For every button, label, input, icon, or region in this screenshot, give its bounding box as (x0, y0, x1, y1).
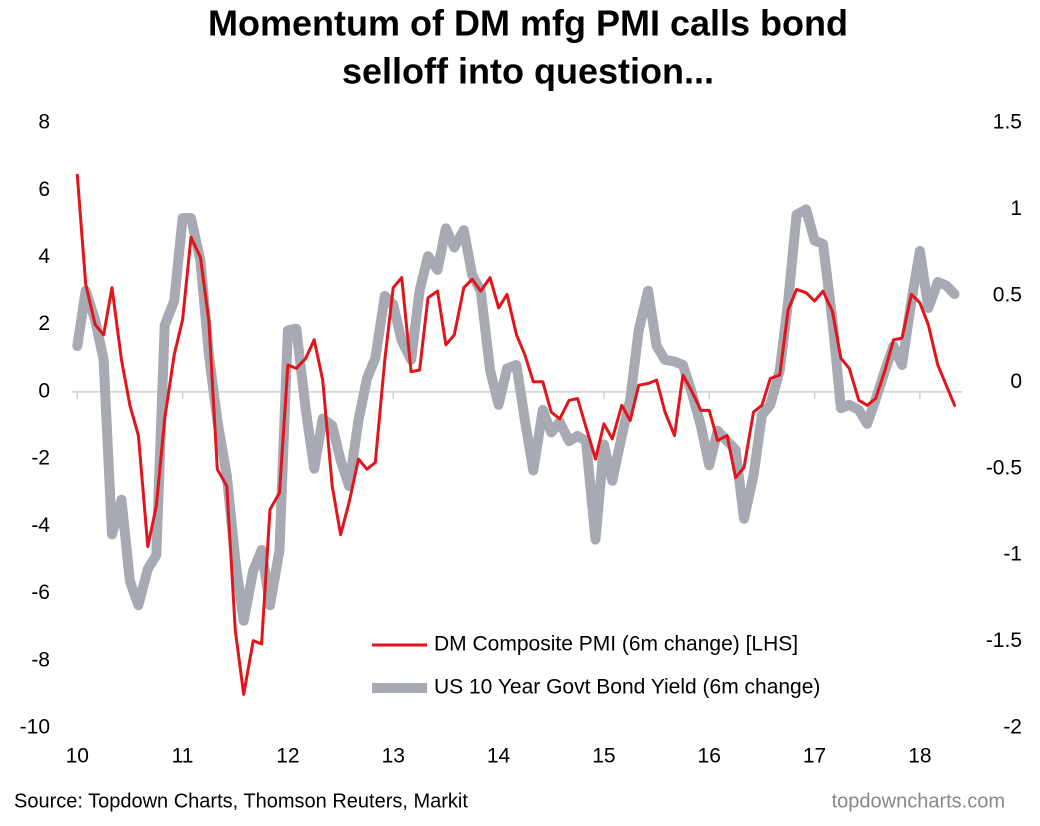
x-tick-label: 16 (698, 745, 721, 768)
y2-tick-label: -1 (1003, 543, 1022, 566)
y2-tick-label: 1.5 (993, 111, 1022, 134)
y2-tick-label: -1.5 (986, 629, 1022, 652)
x-tick-label: 18 (908, 745, 931, 768)
y-tick-label: -2 (31, 447, 50, 470)
y-tick-label: 6 (38, 178, 50, 201)
y-tick-label: 2 (38, 312, 50, 335)
y-tick-label: 0 (38, 379, 50, 402)
x-tick-label: 14 (487, 745, 511, 768)
legend-label: DM Composite PMI (6m change) [LHS] (434, 633, 798, 656)
chart-title: Momentum of DM mfg PMI calls bond (208, 3, 848, 44)
y-tick-label: -10 (20, 716, 50, 739)
y-tick-label: 4 (38, 245, 50, 268)
y2-tick-label: -2 (1003, 716, 1022, 739)
x-tick-label: 15 (592, 745, 615, 768)
y2-tick-label: 0.5 (993, 283, 1022, 306)
y-tick-label: -8 (31, 648, 50, 671)
series-line (75, 173, 957, 696)
y-tick-label: -4 (31, 514, 50, 537)
x-tick-label: 17 (803, 745, 826, 768)
x-tick-label: 11 (172, 745, 194, 768)
y2-tick-label: -0.5 (986, 456, 1022, 479)
series-line (72, 204, 960, 626)
x-tick-label: 10 (66, 745, 89, 768)
source: Source: Topdown Charts, Thomson Reuters,… (14, 790, 468, 812)
legend-label: US 10 Year Govt Bond Yield (6m change) (434, 676, 820, 699)
x-tick-label: 12 (276, 745, 299, 768)
x-tick-label: 13 (382, 745, 405, 768)
y2-tick-label: 1 (1010, 197, 1022, 220)
y-tick-label: 8 (38, 111, 50, 134)
y-tick-label: -6 (31, 581, 50, 604)
y2-tick-label: 0 (1010, 370, 1022, 393)
watermark: topdowncharts.com (832, 790, 1005, 812)
chart-title: selloff into question... (342, 51, 714, 92)
